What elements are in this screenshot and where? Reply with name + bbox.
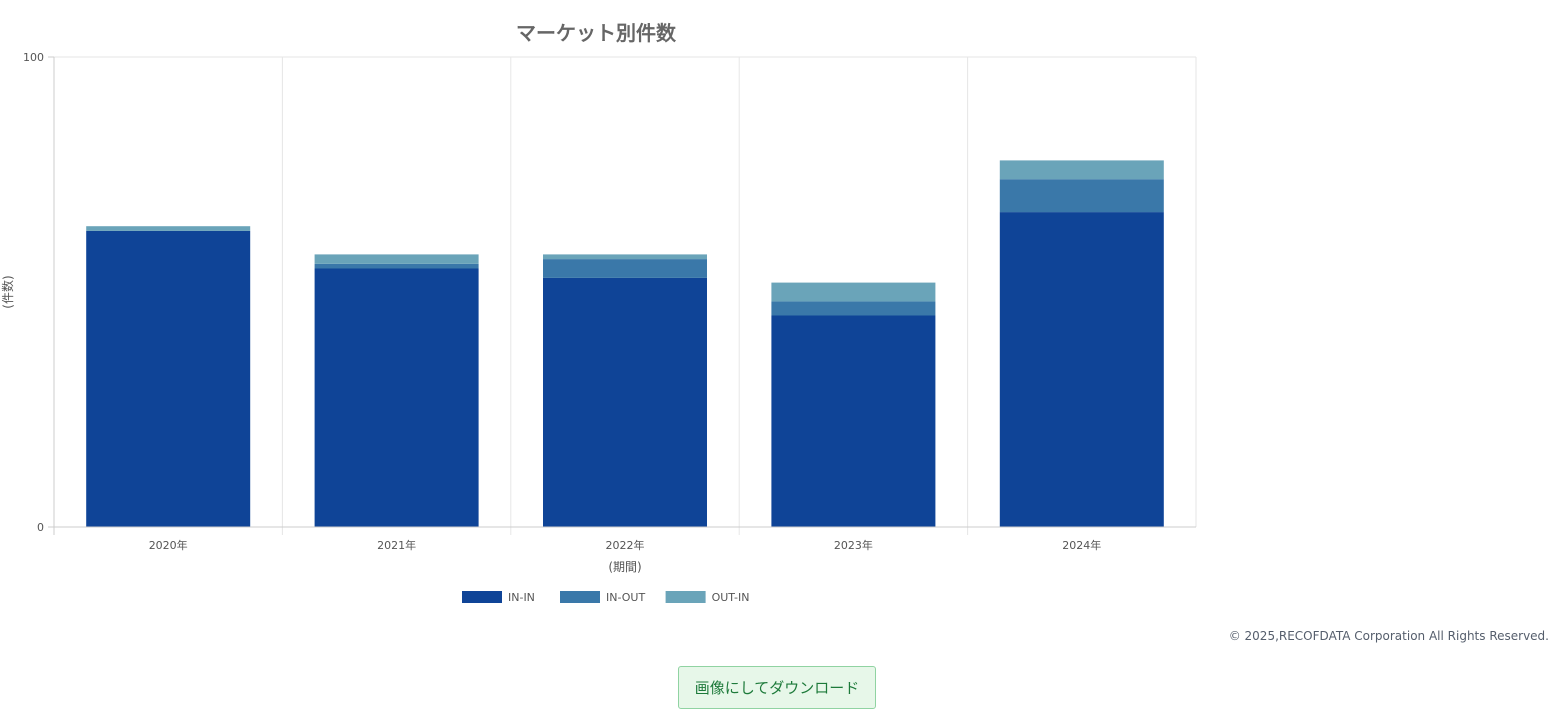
x-tick-label: 2022年 <box>606 538 645 552</box>
bar-in-out-2[interactable] <box>543 259 707 278</box>
y-axis-title: (件数) <box>0 275 15 308</box>
bar-in-in-1[interactable] <box>314 268 479 528</box>
x-tick-label: 2024年 <box>1062 538 1101 552</box>
y-tick-label: 0 <box>37 521 44 534</box>
bar-in-out-4[interactable] <box>999 179 1164 213</box>
axes-group: 0 100 2020年 2021年 2022年 2023年 2024年 <box>23 51 1196 552</box>
legend-swatch <box>462 591 502 603</box>
legend-swatch <box>665 591 706 603</box>
x-tick-label: 2021年 <box>377 538 416 552</box>
bar-in-in-0[interactable] <box>86 230 251 527</box>
legend-label: IN-OUT <box>606 591 645 604</box>
bar-in-out-1[interactable] <box>314 263 479 269</box>
x-tick-label: 2020年 <box>149 538 188 552</box>
x-axis-title: (期間) <box>608 560 641 574</box>
legend-label: OUT-IN <box>712 591 750 604</box>
download-image-button[interactable]: 画像にしてダウンロード <box>678 666 876 709</box>
legend: IN-IN IN-OUT OUT-IN <box>462 591 749 604</box>
bar-in-in-4[interactable] <box>999 212 1164 527</box>
bar-out-in-1[interactable] <box>314 254 479 264</box>
bars-group <box>86 160 1164 527</box>
legend-item-out-in[interactable]: OUT-IN <box>665 591 750 604</box>
legend-item-in-in[interactable]: IN-IN <box>462 591 535 604</box>
bar-out-in-4[interactable] <box>999 160 1164 180</box>
chart-title: マーケット別件数 <box>516 21 677 45</box>
copyright-text: © 2025,RECOFDATA Corporation All Rights … <box>1228 629 1549 643</box>
y-tick-label: 100 <box>23 51 44 64</box>
bar-in-in-3[interactable] <box>771 315 936 528</box>
legend-item-in-out[interactable]: IN-OUT <box>560 591 645 604</box>
bar-in-out-3[interactable] <box>771 301 936 316</box>
legend-label: IN-IN <box>508 591 535 604</box>
legend-swatch <box>560 591 600 603</box>
x-tick-label: 2023年 <box>834 538 873 552</box>
market-chart: マーケット別件数 0 100 2020年 2021年 2022年 2023年 2024年 (… <box>0 21 1197 604</box>
bar-out-in-2[interactable] <box>543 254 707 260</box>
bar-out-in-0[interactable] <box>86 226 251 231</box>
bar-out-in-3[interactable] <box>771 282 936 302</box>
bar-in-in-2[interactable] <box>543 277 707 527</box>
